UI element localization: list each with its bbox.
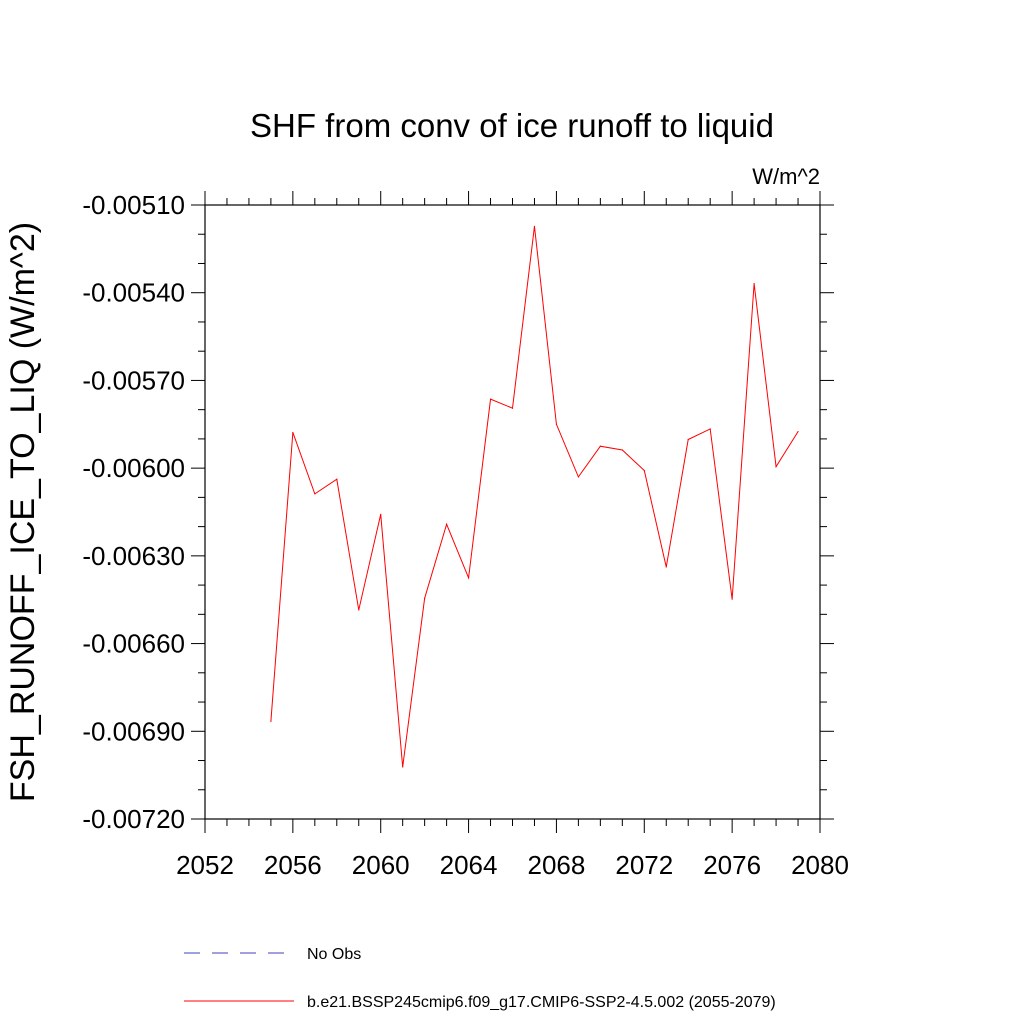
data-point [402, 766, 404, 768]
x-tick-label: 2076 [703, 850, 761, 880]
data-point [621, 449, 623, 451]
data-point [467, 577, 470, 579]
x-tick-label: 2052 [176, 850, 234, 880]
y-tick-label: -0.00660 [82, 629, 185, 659]
y-tick-label: -0.00540 [82, 278, 185, 308]
y-axis-ticks [191, 204, 834, 820]
data-point [775, 466, 777, 468]
data-point [533, 225, 536, 227]
series-line [270, 226, 799, 768]
data-point [643, 469, 645, 472]
data-point [753, 283, 755, 285]
data-point [292, 431, 294, 434]
y-tick-label: -0.00720 [82, 804, 185, 834]
data-point [336, 478, 338, 480]
data-point [599, 445, 601, 447]
y-tick-label: -0.00510 [82, 190, 185, 220]
x-axis-ticks [204, 191, 821, 833]
data-point [489, 398, 492, 400]
data-point [555, 423, 558, 425]
x-tick-label: 2064 [440, 850, 498, 880]
data-point [665, 566, 667, 568]
legend-label-model-run: b.e21.BSSP245cmip6.f09_g17.CMIP6-SSP2-4.… [307, 994, 776, 1011]
data-point [687, 438, 689, 441]
x-axis-tick-labels: 2052 2056 2060 2064 2068 2072 2076 2080 [176, 850, 849, 880]
series-group [270, 225, 799, 768]
data-point [709, 428, 711, 430]
data-point [731, 598, 733, 600]
x-tick-label: 2080 [791, 850, 849, 880]
x-tick-label: 2056 [264, 850, 322, 880]
legend-label-no-obs: No Obs [307, 946, 361, 963]
y-tick-label: -0.00690 [82, 716, 185, 746]
units-label: W/m^2 [752, 164, 820, 189]
data-point [797, 430, 799, 433]
data-point [424, 597, 426, 599]
x-tick-label: 2068 [528, 850, 586, 880]
y-axis-label: FSH_RUNOFF_ICE_TO_LIQ (W/m^2) [4, 222, 42, 802]
legend: No Obs b.e21.BSSP245cmip6.f09_g17.CMIP6-… [184, 946, 776, 1011]
plot-frame [204, 204, 821, 820]
x-tick-label: 2060 [352, 850, 410, 880]
x-tick-label: 2072 [615, 850, 673, 880]
y-tick-label: -0.00570 [82, 365, 185, 395]
data-point [358, 609, 360, 611]
data-point [511, 407, 514, 409]
data-point [380, 513, 382, 515]
data-point [577, 476, 579, 478]
y-tick-label: -0.00630 [82, 541, 185, 571]
y-tick-label: -0.00600 [82, 453, 185, 483]
data-point [446, 523, 448, 525]
y-axis-tick-labels: -0.00510 -0.00540 -0.00570 -0.00600 -0.00630… [82, 190, 185, 834]
data-point [314, 493, 316, 495]
chart-title: SHF from conv of ice runoff to liquid [250, 107, 774, 144]
data-point [270, 720, 272, 722]
